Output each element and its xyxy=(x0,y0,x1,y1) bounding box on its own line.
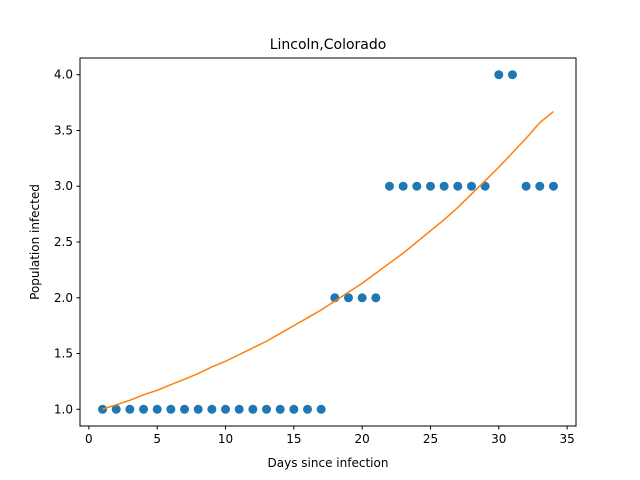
data-point xyxy=(166,404,176,414)
data-point xyxy=(193,404,203,414)
x-tick-label: 15 xyxy=(286,432,301,446)
data-point xyxy=(425,181,435,191)
axes-frame xyxy=(79,57,577,427)
data-point xyxy=(152,404,162,414)
chart-title: Lincoln,Colorado xyxy=(270,37,387,53)
x-tick-label: 25 xyxy=(423,432,438,446)
data-point xyxy=(221,404,231,414)
data-point xyxy=(125,404,135,414)
data-point xyxy=(453,181,463,191)
plot-area xyxy=(98,70,558,414)
data-point xyxy=(248,404,258,414)
y-axis: 1.0 1.5 2.0 2.5 3.0 3.5 4.0 xyxy=(54,68,80,416)
y-tick-label: 2.5 xyxy=(54,235,73,249)
data-point xyxy=(548,181,558,191)
data-point xyxy=(384,181,394,191)
data-point xyxy=(111,404,121,414)
data-point xyxy=(412,181,422,191)
data-point xyxy=(466,181,476,191)
data-point xyxy=(494,70,504,80)
data-point xyxy=(357,293,367,303)
fit-curve xyxy=(102,110,554,410)
data-point xyxy=(139,404,149,414)
x-tick-label: 10 xyxy=(218,432,233,446)
data-point xyxy=(262,404,272,414)
data-point xyxy=(303,404,313,414)
data-point xyxy=(371,293,381,303)
x-tick-label: 35 xyxy=(559,432,574,446)
data-point xyxy=(207,404,217,414)
data-point xyxy=(535,181,545,191)
data-point xyxy=(343,293,353,303)
data-point xyxy=(98,404,108,414)
data-point xyxy=(234,404,244,414)
data-point xyxy=(398,181,408,191)
y-tick-label: 3.5 xyxy=(54,123,73,137)
x-axis: 0 5 10 15 20 25 30 35 xyxy=(85,426,575,446)
x-tick-label: 0 xyxy=(85,432,93,446)
data-point xyxy=(180,404,190,414)
y-tick-label: 2.0 xyxy=(54,291,73,305)
y-tick-label: 1.5 xyxy=(54,347,73,361)
data-point xyxy=(439,181,449,191)
data-point xyxy=(275,404,285,414)
data-point xyxy=(480,181,490,191)
data-point xyxy=(507,70,517,80)
x-tick-label: 5 xyxy=(153,432,161,446)
x-tick-label: 20 xyxy=(355,432,370,446)
y-tick-label: 3.0 xyxy=(54,179,73,193)
y-tick-label: 1.0 xyxy=(54,402,73,416)
y-axis-label: Population infected xyxy=(28,184,42,300)
x-axis-label: Days since infection xyxy=(268,456,389,470)
y-tick-label: 4.0 xyxy=(54,68,73,82)
data-point xyxy=(289,404,299,414)
data-point xyxy=(521,181,531,191)
data-point xyxy=(316,404,326,414)
x-tick-label: 30 xyxy=(491,432,506,446)
